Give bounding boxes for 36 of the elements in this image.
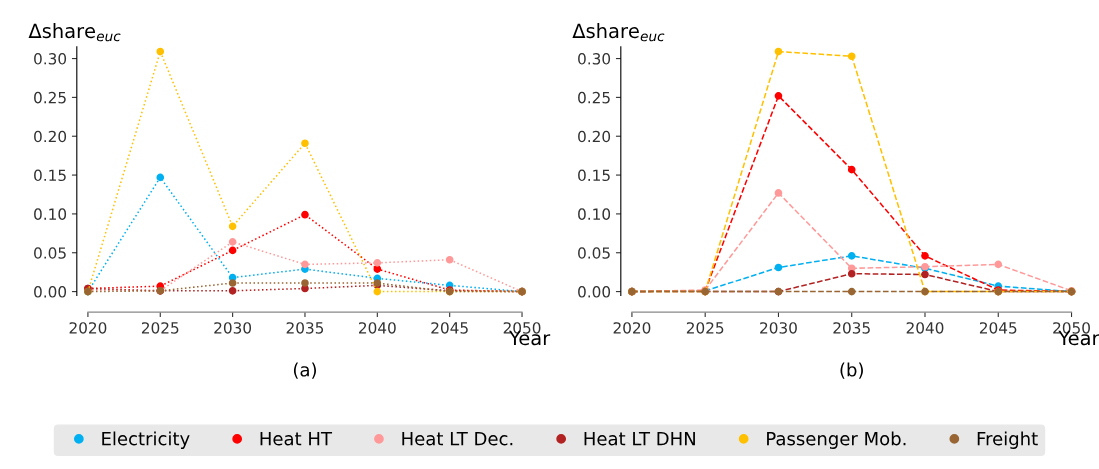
y-tick-label: 0.25 [578,91,610,104]
x-tick-label: 2030 [214,322,252,334]
y-tick-label: 0.30 [578,53,611,65]
x-tick-label: 2040 [906,322,944,334]
legend-label: Heat LT Dec. [402,432,513,446]
x-tick-label: 2045 [431,322,468,334]
y-tick-label: 0.15 [578,169,610,182]
x-tick-label: 2020 [613,322,651,334]
x-tick-label: 2020 [69,322,107,334]
x-tick-label: 2040 [359,322,396,334]
y-axis-title: Δshare$_{euc}$ [572,23,665,42]
y-tick-label: 0.20 [578,130,611,143]
y-tick-label: 0.25 [34,91,66,104]
y-tick-label: 0.05 [578,247,610,259]
y-tick-label: 0.10 [34,208,67,220]
x-tick-label: 2030 [760,322,797,334]
text: (a) [293,362,316,379]
legend-label: Electricity [102,431,190,449]
x-tick-label: 2025 [141,322,179,334]
y-tick-label: 0.15 [34,169,66,182]
y-tick-label: 0.10 [578,208,611,220]
y-axis-title: Δshare$_{euc}$ [28,23,121,42]
legend-label: Heat LT DHN [584,432,695,446]
x-tick-label: 2035 [286,322,324,334]
text: (b) [840,362,863,379]
legend-label: Passenger Mob. [767,431,906,449]
x-tick-label: 2025 [686,322,724,334]
legend-label: Heat HT [260,432,333,446]
legend-label: Freight [977,431,1038,449]
y-tick-label: 0.00 [34,286,67,298]
x-tick-label: 2045 [979,322,1017,334]
y-tick-label: 0.20 [34,130,67,143]
y-tick-label: 0.30 [34,53,67,65]
x-tick-label: 2035 [833,322,870,334]
y-tick-label: 0.00 [578,286,611,298]
y-tick-label: 0.05 [34,247,66,259]
